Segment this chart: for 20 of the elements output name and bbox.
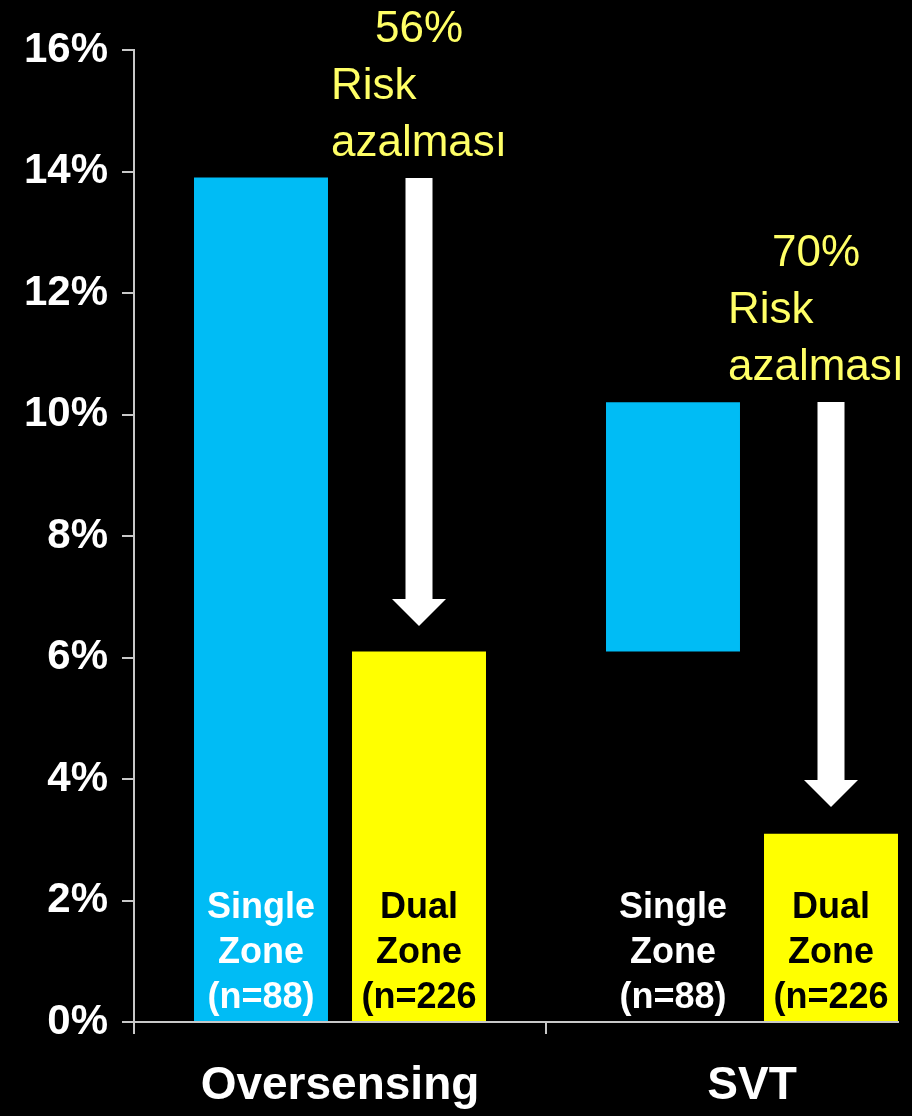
annotation: 70% Risk azalması xyxy=(727,226,905,390)
y-tick-label: 0% xyxy=(47,995,108,1043)
x-tick-label: Oversensing xyxy=(200,1057,480,1110)
y-tick-label: 6% xyxy=(47,631,108,679)
bar xyxy=(606,402,740,652)
annotation: 56% Risk azalması xyxy=(330,1,508,165)
series-label: Single Zone (n=88) xyxy=(206,885,316,1016)
y-tick-label: 2% xyxy=(47,874,108,922)
y-tick-label: 4% xyxy=(47,752,108,800)
series-label: Dual Zone (n=226 xyxy=(361,885,477,1016)
y-tick-label: 12% xyxy=(23,266,108,314)
text: Single Zone (n=88) xyxy=(618,885,728,1016)
bar xyxy=(194,177,328,1021)
x-tick-label: SVT xyxy=(707,1057,797,1110)
bar xyxy=(352,651,486,1021)
y-tick-label: 10% xyxy=(23,388,108,436)
y-tick-label: 14% xyxy=(23,145,108,193)
text: Dual Zone (n=226 xyxy=(773,885,889,1016)
y-tick-label: 8% xyxy=(47,509,108,557)
y-tick-label: 16% xyxy=(23,23,108,71)
